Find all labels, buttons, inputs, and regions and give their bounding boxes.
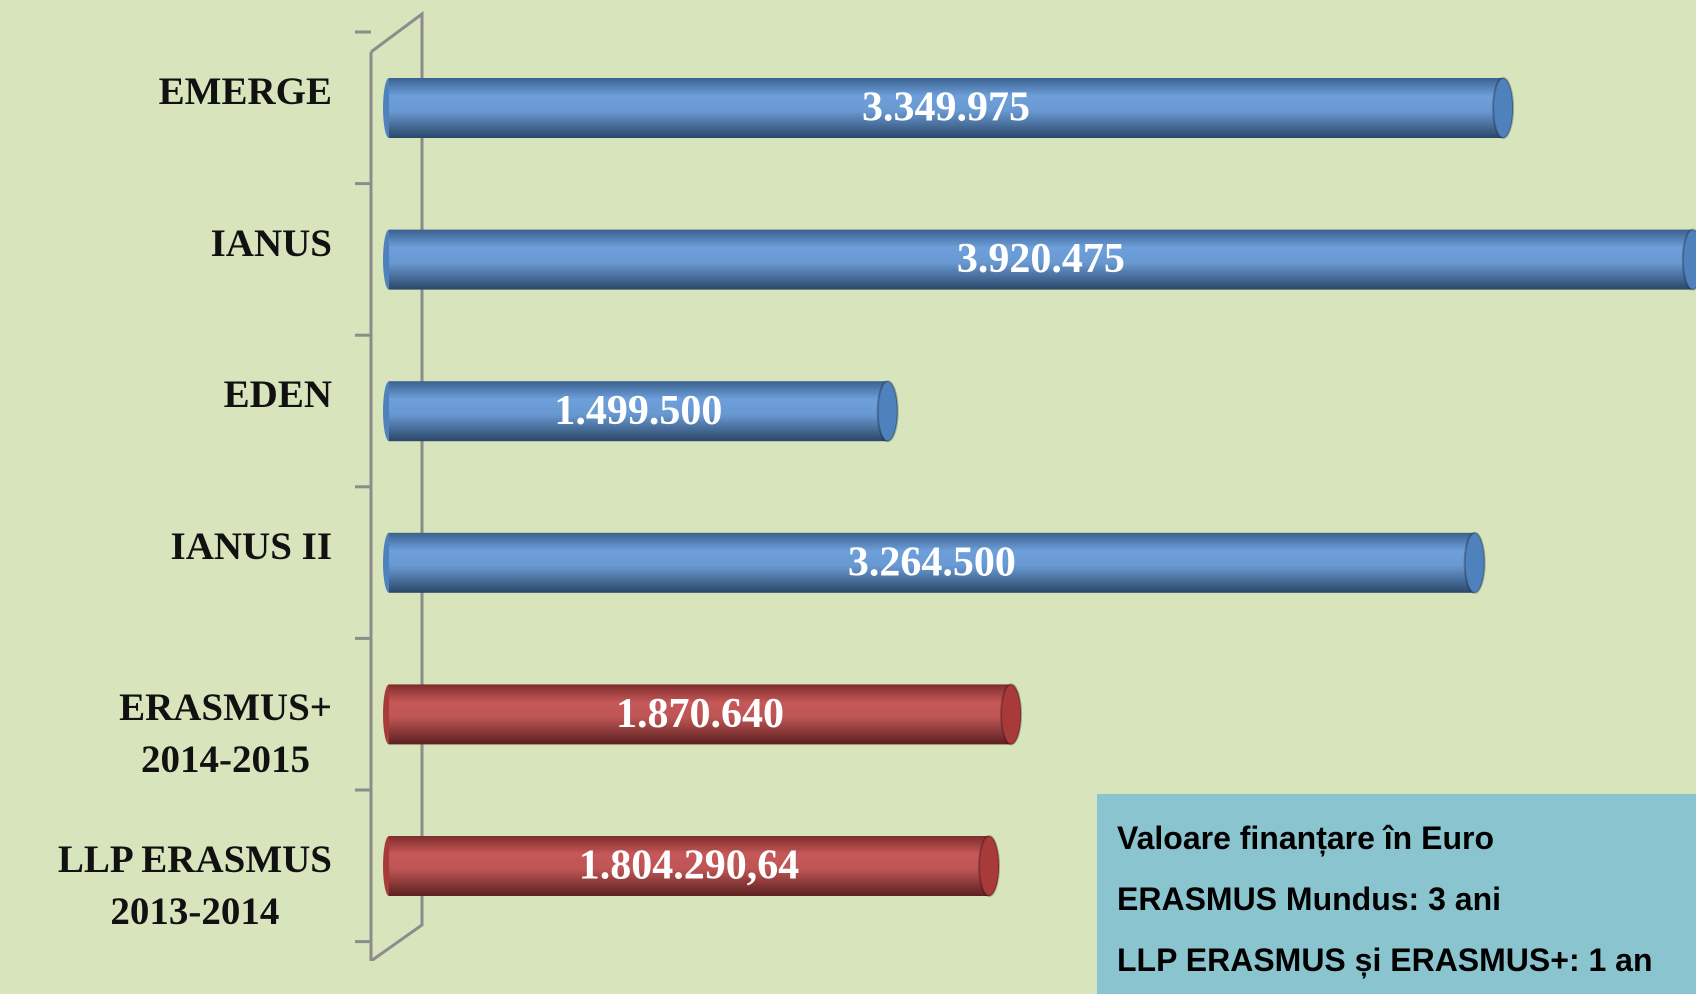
value-label: 3.264.500 [848,539,1016,585]
value-label: 1.870.640 [616,691,784,737]
bar-cap [1000,683,1023,746]
value-label: 1.804.290,64 [579,843,800,889]
category-label: EMERGE [158,70,332,113]
bar-cap [1492,77,1515,139]
bar-cap [1463,531,1486,594]
annotation: Valoare finanțare în Euro [1117,820,1494,856]
legend-box: Valoare finanțare în Euro ERASMUS Mundus:… [1097,794,1696,994]
bar [389,532,1475,593]
annotation: ERASMUS Mundus: 3 ani [1117,881,1502,917]
bar-cap [978,835,1001,897]
category-label: IANUS [210,221,332,265]
value-label: 1.499.500 [554,388,722,434]
bar [389,684,1012,745]
category-label: ERASMUS+ 2014-2015 [119,686,332,782]
bar [389,836,990,896]
axis-wall [370,11,424,961]
category-label: IANUS II [170,524,332,568]
value-label: 3.349.975 [862,85,1030,131]
chart: 3.349.975 3.920.475 1.499.500 3.264.500 1.87… [355,11,1696,961]
bar-cap [1681,228,1696,291]
axis-frame [369,11,424,961]
page: 3.349.975 3.920.475 1.499.500 3.264.500 1.87… [57,11,1696,994]
bar [389,229,1693,290]
value-label: 3.920.475 [957,236,1125,282]
category-label: LLP ERASMUS 2013-2014 [57,838,332,933]
bar-cap [876,380,899,443]
bar [389,78,1504,138]
bar [389,381,888,442]
category-label: EDEN [223,373,332,417]
